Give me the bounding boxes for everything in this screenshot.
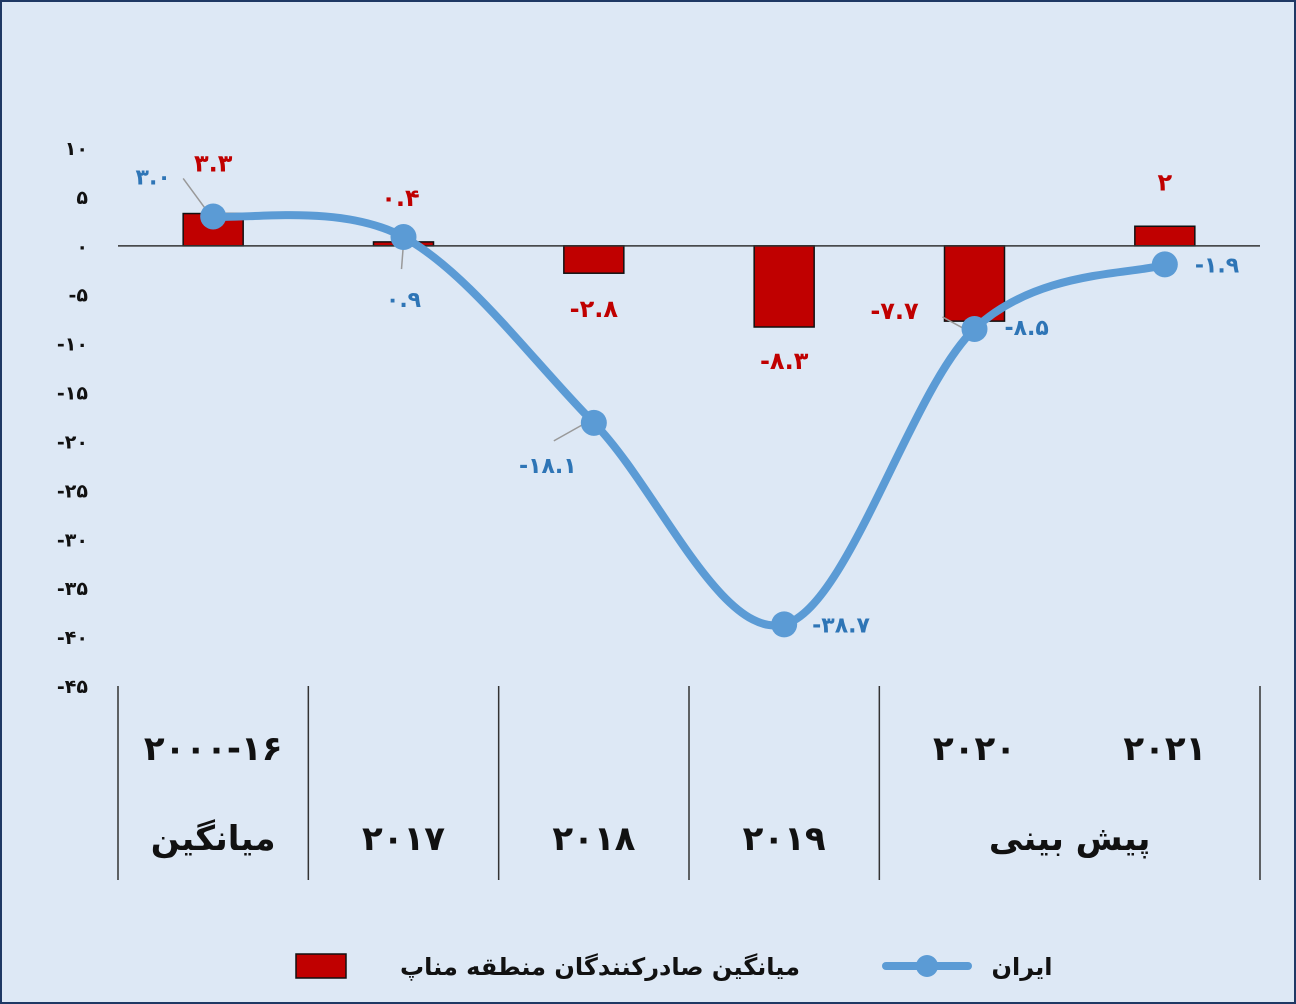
category-label-bottom: ۲۰۱۹ [743, 819, 826, 859]
y-tick-label: -۱۵ [57, 383, 88, 405]
legend-swatch-bar [295, 953, 347, 979]
bar-series [182, 212, 1196, 328]
iran-line-point [961, 315, 988, 342]
bar-data-label: -۲.۸ [570, 295, 619, 323]
line-data-label: ۳.۰ [136, 165, 171, 190]
bar [943, 245, 1006, 322]
iran-line-point [1151, 251, 1178, 278]
iran-line-point [390, 224, 417, 251]
bar-data-label: ۰.۴ [381, 184, 419, 212]
category-label-top: ۲۰۰۰-۱۶ [144, 729, 283, 769]
leader-line [942, 316, 965, 330]
line-data-label: -۳۸.۷ [812, 613, 870, 638]
y-tick-label: ۰ [76, 236, 88, 258]
y-tick-label: -۳۰ [57, 529, 88, 551]
legend-label-mena: میانگین صادرکنندگان منطقه مناپ [400, 953, 800, 981]
y-tick-label: -۴۵ [57, 676, 88, 698]
category-label-bottom: ۲۰۱۸ [552, 819, 635, 859]
category-label-top: ۲۰۲۰ [933, 729, 1016, 769]
bar-data-label: -۷.۷ [870, 297, 919, 325]
y-tick-label: ۱۰ [65, 138, 88, 160]
line-data-label: -۸.۵ [1005, 316, 1049, 341]
bar [563, 245, 625, 274]
y-tick-label: -۱۰ [57, 334, 88, 356]
y-tick-label: -۲۰ [57, 431, 88, 453]
line-data-label: ۰.۹ [386, 288, 421, 313]
category-label-bottom: ۲۰۱۷ [362, 819, 445, 859]
bar [753, 245, 815, 328]
bar [1134, 225, 1196, 247]
leader-line [182, 178, 206, 209]
bar-data-label: ۳.۳ [194, 150, 233, 178]
leader-line [553, 422, 587, 442]
line-data-label: -۱۸.۱ [519, 454, 577, 479]
iran-line-point [771, 611, 798, 638]
line-series [200, 203, 1178, 638]
line-data-labels: ۳.۰ ۰.۹ -۱۸.۱ -۳۸.۷ -۸.۵ -۱.۹ [136, 165, 1240, 638]
category-label-top: ۲۰۲۱ [1123, 729, 1206, 769]
category-label-bottom: میانگین [151, 819, 276, 859]
category-axis: ۲۰۰۰-۱۶ میانگین ۲۰۱۷ ۲۰۱۸ ۲۰۱۹ ۲۰۲۰ ۲۰۲۱ پیش بی… [117, 686, 1261, 880]
y-tick-label: -۴۰ [57, 627, 88, 649]
iran-line-point [580, 409, 607, 436]
y-tick-label: -۳۵ [57, 578, 88, 600]
line-data-label: -۱.۹ [1195, 253, 1239, 278]
iran-line-point [200, 203, 227, 230]
y-axis: ۱۰ ۵ ۰ -۵ -۱۰ -۱۵ -۲۰ -۲۵ -۳۰ -۳۵ -۴۰ -۴۵ [57, 138, 88, 698]
bar-data-label: -۸.۳ [760, 347, 809, 375]
legend-label-iran: ایران [992, 953, 1053, 981]
y-tick-label: -۲۵ [57, 480, 88, 502]
category-group-label: پیش بینی [989, 819, 1150, 859]
legend-swatch-marker [916, 955, 938, 977]
bar-data-label: ۲ [1158, 168, 1173, 196]
y-tick-label: -۵ [69, 285, 89, 307]
legend: ایران میانگین صادرکنندگان منطقه مناپ [295, 953, 1053, 981]
y-tick-label: ۵ [76, 187, 88, 209]
bar-data-labels: ۳.۳ ۰.۴ -۲.۸ -۸.۳ -۷.۷ ۲ [194, 150, 1173, 375]
